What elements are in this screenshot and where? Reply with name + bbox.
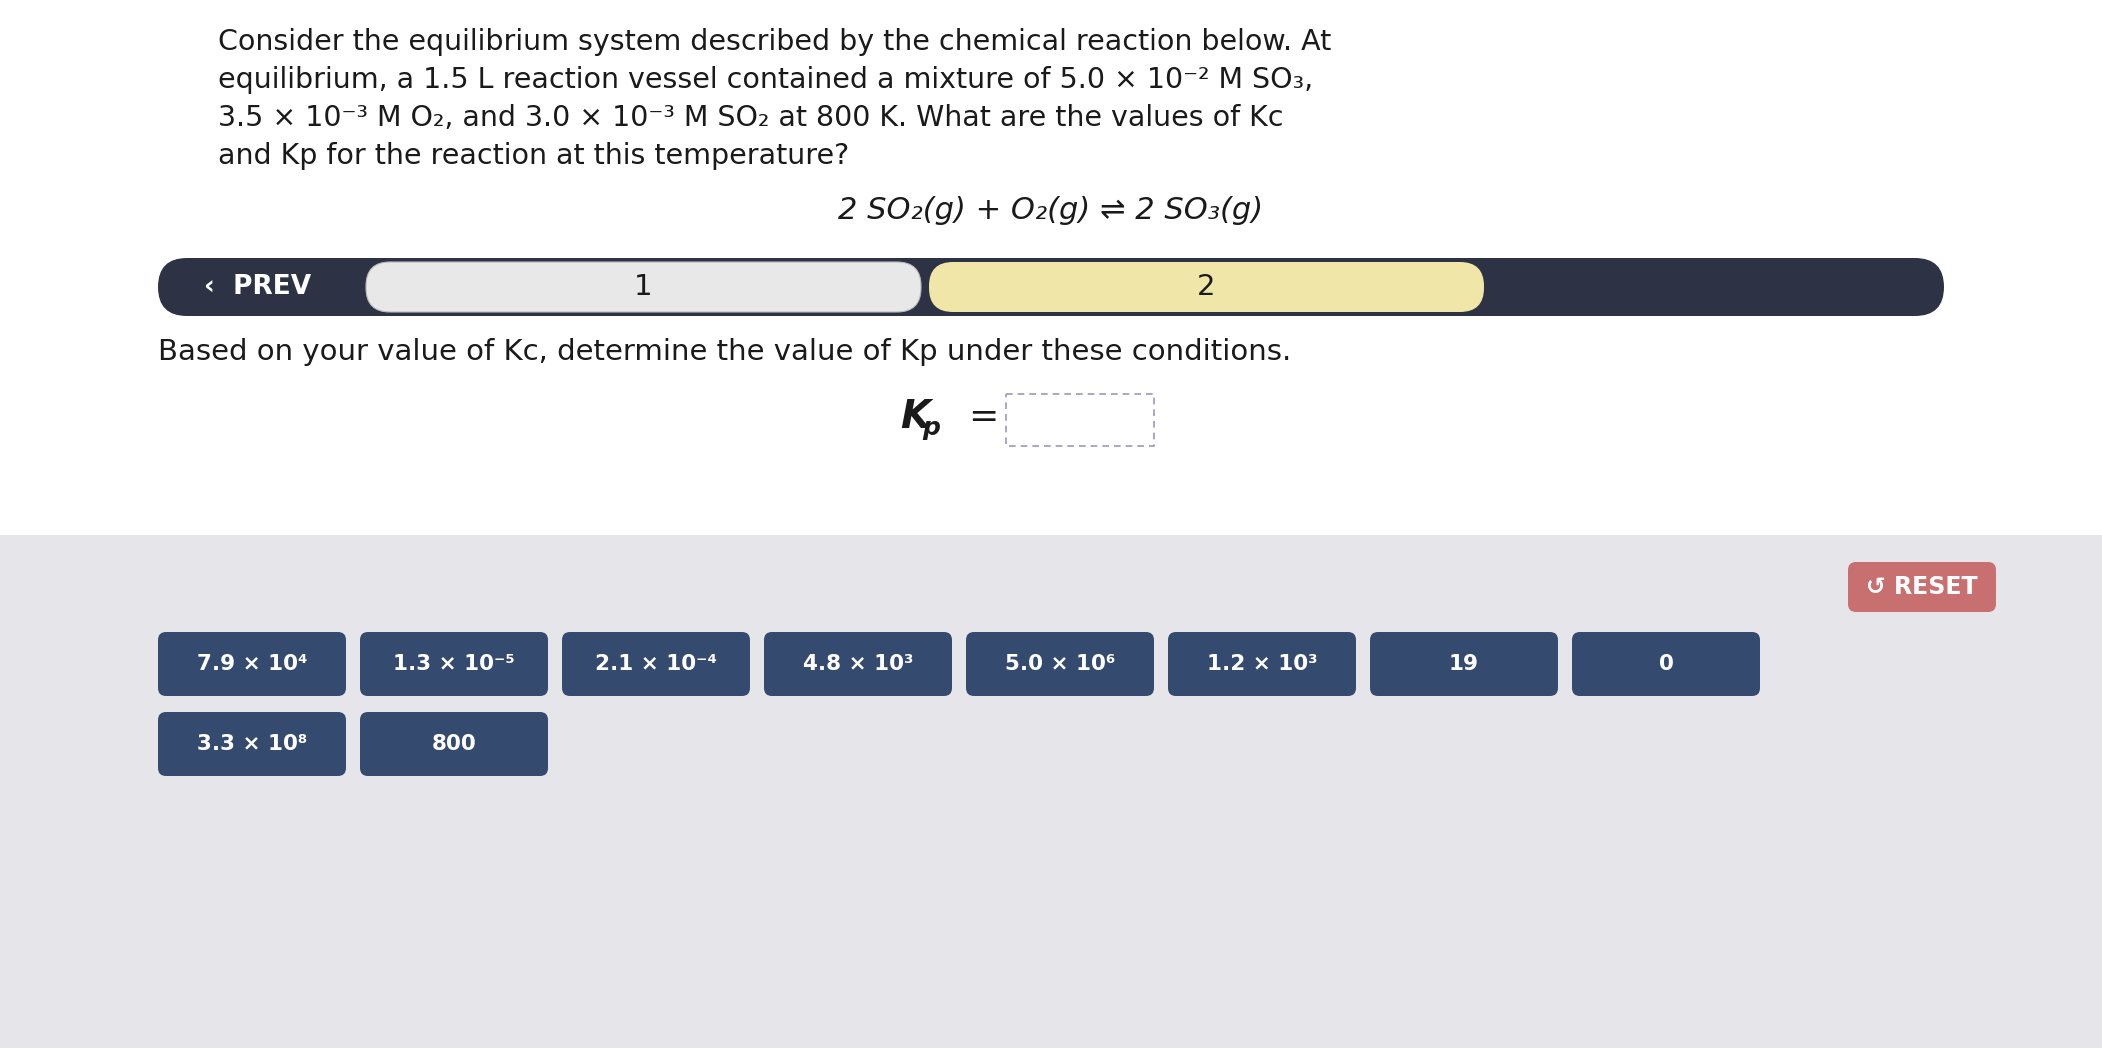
FancyBboxPatch shape: [763, 632, 952, 696]
Text: Consider the equilibrium system described by the chemical reaction below. At: Consider the equilibrium system describe…: [219, 28, 1331, 56]
FancyBboxPatch shape: [0, 0, 2102, 534]
FancyBboxPatch shape: [158, 632, 347, 696]
FancyBboxPatch shape: [929, 262, 1484, 312]
Text: 4.8 × 10³: 4.8 × 10³: [803, 654, 912, 674]
Text: 2.1 × 10⁻⁴: 2.1 × 10⁻⁴: [595, 654, 717, 674]
FancyBboxPatch shape: [561, 632, 750, 696]
FancyBboxPatch shape: [158, 258, 1944, 316]
Text: K: K: [900, 398, 929, 436]
Text: =: =: [969, 400, 998, 434]
Text: equilibrium, a 1.5 L reaction vessel contained a mixture of 5.0 × 10⁻² M SO₃,: equilibrium, a 1.5 L reaction vessel con…: [219, 66, 1314, 94]
FancyBboxPatch shape: [158, 712, 347, 776]
FancyBboxPatch shape: [1007, 394, 1154, 446]
Text: 2: 2: [1198, 272, 1215, 301]
FancyBboxPatch shape: [1371, 632, 1558, 696]
FancyBboxPatch shape: [1848, 562, 1997, 612]
Text: ↺ RESET: ↺ RESET: [1867, 575, 1978, 599]
Text: 5.0 × 10⁶: 5.0 × 10⁶: [1005, 654, 1116, 674]
Text: ‹  PREV: ‹ PREV: [204, 274, 311, 300]
FancyBboxPatch shape: [1572, 632, 1759, 696]
FancyBboxPatch shape: [967, 632, 1154, 696]
Text: 2 SO₂(g) + O₂(g) ⇌ 2 SO₃(g): 2 SO₂(g) + O₂(g) ⇌ 2 SO₃(g): [839, 196, 1263, 225]
Text: 1.3 × 10⁻⁵: 1.3 × 10⁻⁵: [393, 654, 515, 674]
Text: 19: 19: [1448, 654, 1480, 674]
Text: 800: 800: [431, 734, 477, 754]
Text: 7.9 × 10⁴: 7.9 × 10⁴: [198, 654, 307, 674]
Text: 0: 0: [1658, 654, 1673, 674]
Text: Based on your value of Kc, determine the value of Kp under these conditions.: Based on your value of Kc, determine the…: [158, 339, 1291, 366]
Text: 3.3 × 10⁸: 3.3 × 10⁸: [198, 734, 307, 754]
FancyBboxPatch shape: [359, 712, 549, 776]
FancyBboxPatch shape: [366, 262, 921, 312]
Text: 1: 1: [635, 272, 654, 301]
FancyBboxPatch shape: [1169, 632, 1356, 696]
Text: and Kp for the reaction at this temperature?: and Kp for the reaction at this temperat…: [219, 141, 849, 170]
Text: 3.5 × 10⁻³ M O₂, and 3.0 × 10⁻³ M SO₂ at 800 K. What are the values of Kc: 3.5 × 10⁻³ M O₂, and 3.0 × 10⁻³ M SO₂ at…: [219, 104, 1284, 132]
FancyBboxPatch shape: [359, 632, 549, 696]
FancyBboxPatch shape: [0, 534, 2102, 1048]
Text: p: p: [923, 416, 940, 440]
Text: 1.2 × 10³: 1.2 × 10³: [1207, 654, 1318, 674]
